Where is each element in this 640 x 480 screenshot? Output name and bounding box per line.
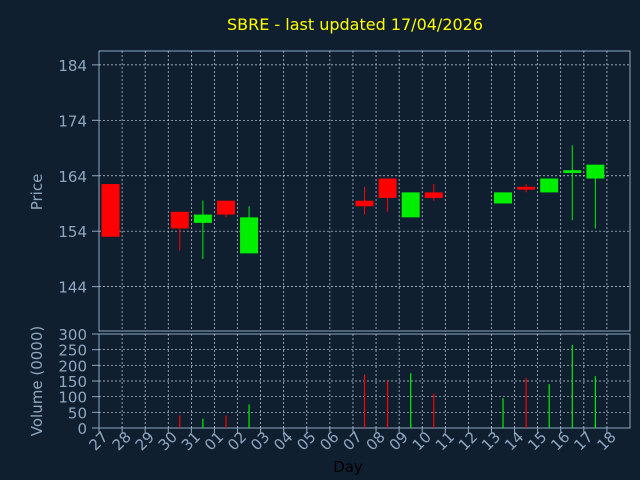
candle-body — [517, 186, 536, 190]
price-plot-frame — [98, 50, 631, 332]
candle-body — [193, 214, 212, 223]
x-axis-ticks: 2728293031010203040506070809101112131415… — [86, 428, 620, 454]
volume-tick-label: 200 — [58, 357, 87, 375]
volume-tick-label: 50 — [68, 404, 87, 422]
candle-body — [540, 178, 559, 193]
candle-body — [355, 200, 374, 207]
candle-body — [378, 178, 397, 198]
price-tick-label: 174 — [58, 112, 87, 130]
candle-body — [101, 184, 120, 237]
candle-body — [586, 164, 605, 179]
price-panel: 144 154 164 174 184 — [58, 50, 631, 332]
candle-body — [401, 192, 420, 218]
x-tick-label: 18 — [593, 428, 619, 454]
candle-body — [170, 211, 189, 229]
volume-tick-label: 250 — [58, 342, 87, 360]
chart-title: SBRE - last updated 17/04/2026 — [227, 15, 483, 34]
candle-body — [216, 200, 235, 215]
candle-body — [494, 192, 513, 204]
candle-body — [563, 170, 582, 173]
volume-tick-label: 100 — [58, 389, 87, 407]
day-axis-label: Day — [333, 458, 363, 476]
volume-tick-label: 0 — [77, 420, 87, 438]
price-tick-label: 184 — [58, 57, 87, 75]
volume-tick-label: 300 — [58, 326, 87, 344]
volume-tick-label: 150 — [58, 373, 87, 391]
price-axis-label: Price — [28, 174, 46, 211]
candle-body — [240, 217, 259, 254]
candle-body — [424, 192, 443, 198]
price-tick-label: 144 — [58, 279, 87, 297]
price-tick-label: 164 — [58, 168, 87, 186]
price-tick-label: 154 — [58, 223, 87, 241]
volume-axis-label: Volume (0000) — [28, 326, 46, 436]
